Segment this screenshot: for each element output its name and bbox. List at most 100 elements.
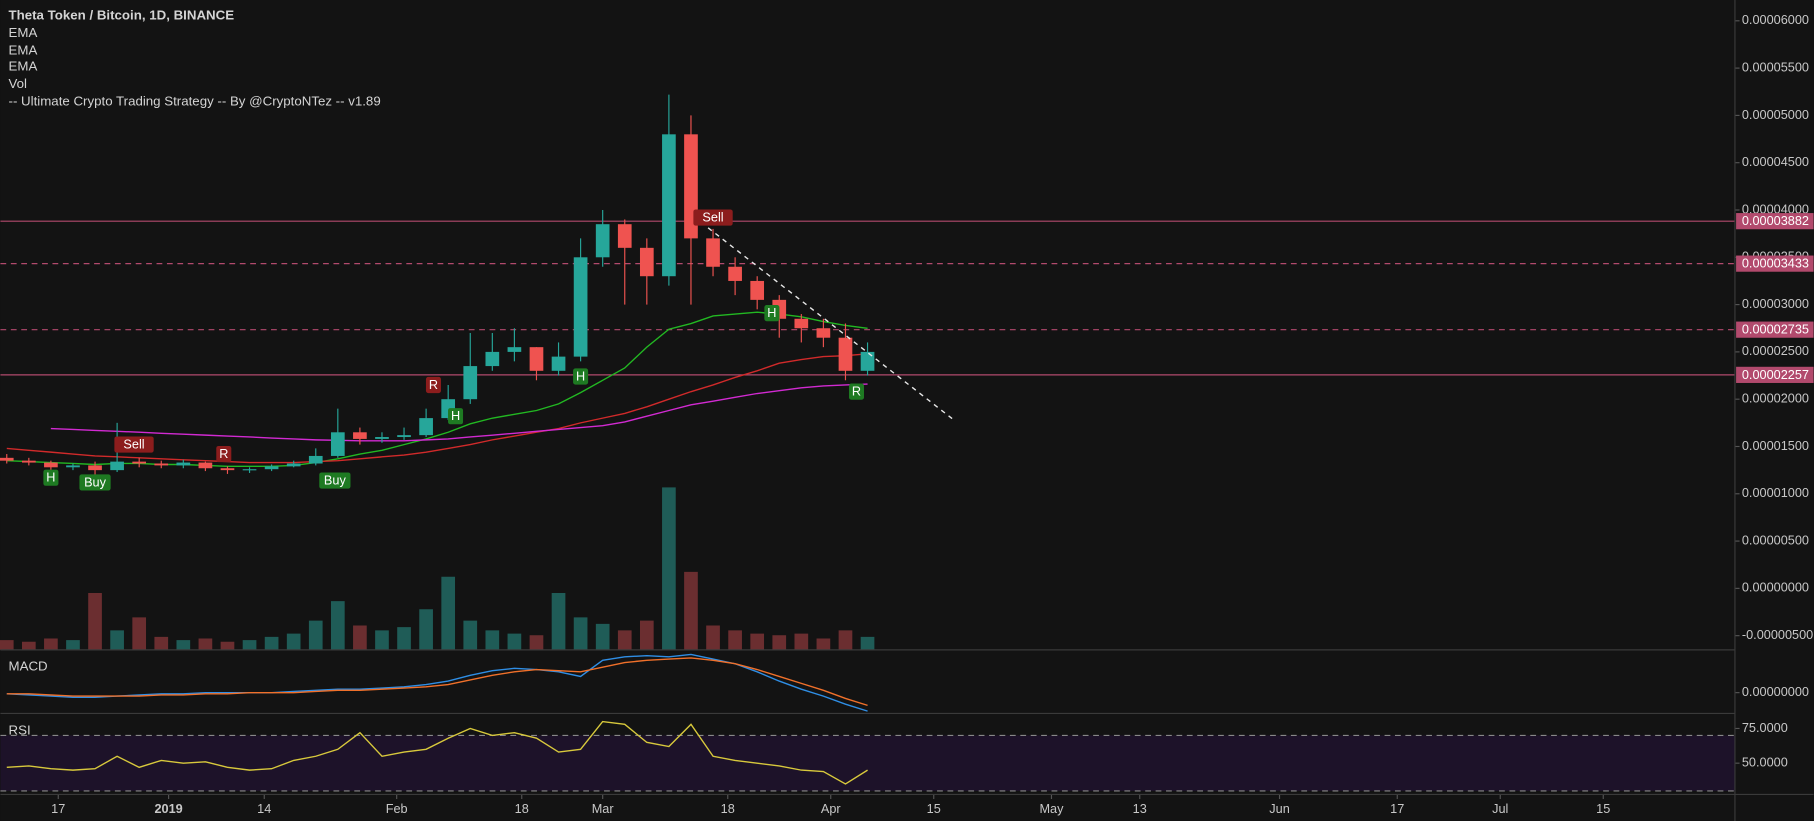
y-tick-label: 0.00000000 [1742,580,1809,595]
y-tick-label: -0.00000500 [1742,627,1813,642]
volume-bar [154,636,169,650]
candle-body [662,134,676,277]
volume-bar [0,640,14,650]
candle-body [595,224,610,258]
candle-body [397,435,411,438]
volume-bar [353,625,367,650]
volume-bar [728,630,742,650]
volume-bar [441,576,456,650]
signal-label: Buy [84,474,107,489]
x-tick-label: Feb [386,801,408,816]
candle-body [44,462,58,468]
signal-badge [764,305,780,322]
x-tick-label: 15 [927,801,941,816]
level-tag [1736,321,1814,338]
y-tick-label: 0.00000500 [1742,532,1809,547]
volume-bar [110,630,124,650]
candle-body [242,469,257,471]
legend-entry: EMA [9,25,38,40]
signal-label: H [46,470,55,485]
candle-body [706,238,720,267]
x-tick-label: May [1039,801,1064,816]
volume-bar [220,641,235,650]
signal-badge [319,472,351,489]
y-tick-label: 0.00005000 [1742,107,1809,122]
candle-body [617,224,632,248]
candle-body [220,468,235,471]
volume-bar [397,627,411,650]
volume-bar [706,625,720,650]
y-tick-label: 0.00002500 [1742,343,1809,358]
rsi-band [0,735,1735,791]
chart-title: Theta Token / Bitcoin, 1D, BINANCE [9,8,235,23]
volume-bar [617,630,632,650]
candle-body [529,347,544,371]
x-tick-label: 18 [721,801,735,816]
signal-label: Buy [324,472,347,487]
indicator-line [6,311,868,468]
candle-body [176,462,191,466]
y-tick-label: 50.0000 [1742,755,1788,770]
signal-label: H [451,408,460,423]
indicator-line [50,383,868,442]
signal-badge [79,474,111,491]
level-tag-label: 0.00003433 [1742,256,1809,271]
signal-badge [43,469,59,486]
y-tick-label: 75.0000 [1742,720,1788,735]
volume-bar [21,641,36,650]
volume-bar [551,592,566,650]
signal-badge [848,383,865,400]
candle-body [154,463,169,466]
y-tick-label: 0.00001500 [1742,438,1809,453]
volume-bar [772,635,787,650]
signal-badge [448,408,464,425]
x-tick-label: 15 [1596,801,1610,816]
y-tick-label: 0.00001000 [1742,485,1809,500]
candle-body [66,465,80,468]
candle-body [132,461,147,464]
level-tag-label: 0.00002735 [1742,322,1809,337]
candle-body [88,465,102,471]
volume-bar [419,609,433,650]
y-tick-label: 0.00004000 [1742,201,1809,216]
indicator-line [6,720,868,785]
volume-bar [330,601,345,650]
candle-body [728,266,742,281]
volume-bar [838,630,853,650]
legend-entry: EMA [9,59,38,74]
candle-body [750,280,765,300]
y-tick-label: 0.00003000 [1742,296,1809,311]
legend-entry: EMA [9,42,38,57]
legend-entry: Vol [9,76,28,91]
volume-bar [198,638,213,650]
x-tick-label: 17 [1390,801,1404,816]
signal-label: H [767,305,776,320]
volume-bar [662,487,676,650]
x-tick-label: 13 [1133,801,1147,816]
candle-body [308,455,323,464]
candle-body [838,337,853,371]
x-tick-label: Apr [821,801,842,816]
level-tag [1736,366,1814,383]
candle-body [485,351,500,367]
pane-title: MACD [9,659,48,674]
volume-bar [529,635,544,650]
y-tick-label: 0.00006000 [1742,12,1809,27]
volume-bar [573,617,588,650]
volume-bar [88,592,102,650]
volume-bar [264,636,279,650]
x-tick-label: 18 [515,801,529,816]
candle-body [551,356,566,371]
volume-bar [639,620,654,650]
plot-layer: H Buy Sell R Buy R H H Sell H R 0.00006000 0.0000550… [0,12,1814,816]
volume-bar [860,636,875,650]
level-tag [1736,255,1814,272]
pane-title: RSI [9,722,31,737]
volume-bar [507,633,522,650]
signal-badge [114,436,154,453]
candle-body [198,462,213,469]
volume-bar [750,633,765,650]
volume-bar [308,620,323,650]
volume-bar [44,638,58,650]
